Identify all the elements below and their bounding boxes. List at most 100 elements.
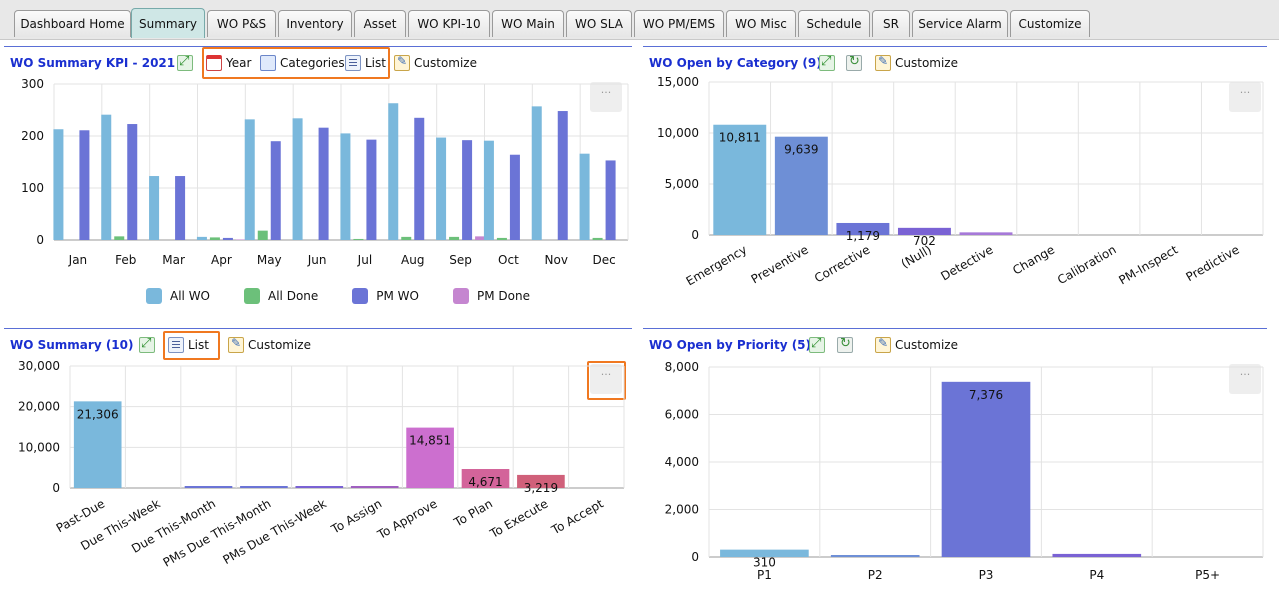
x-tick-label: P2 [868,568,883,582]
chart-bar [713,124,767,235]
refresh-button[interactable] [846,53,862,73]
y-tick-label: 5,000 [665,177,699,191]
tab-sr[interactable]: SR [872,10,910,37]
expand-button[interactable] [177,53,193,73]
x-tick-label: Predictive [1183,242,1241,284]
chart-bar [517,474,565,488]
x-tick-label: Emergency [684,242,750,288]
more-options-button[interactable]: ··· [1229,82,1261,112]
year-button[interactable]: Year [206,53,251,73]
chart-bar [149,176,160,240]
chart-bar [605,160,616,240]
categories-button[interactable]: Categories [260,53,345,73]
category-chart: 0 5,000 10,000 15,000 10,811 9,639 1,179 702 Eme… [657,75,1264,288]
x-tick-label: Corrective [812,242,872,285]
chart-bar [366,139,377,240]
chart-bar [235,239,246,240]
summary-chart: 0 10,000 20,000 30,000 21,306 14,851 4,671 3,21… [18,359,625,570]
panel-wo-open-by-priority: WO Open by Priority (5) Customize ··· 0 2… [643,328,1267,595]
chart-bar [350,486,399,488]
panel-divider [643,46,1267,47]
tab-asset[interactable]: Asset [354,10,406,37]
x-tick-label: Jun [307,253,327,267]
legend-item[interactable]: PM WO [352,288,419,304]
tab-wo-kpi-10[interactable]: WO KPI-10 [408,10,490,37]
chart-bar [114,236,125,240]
tab-wo-main[interactable]: WO Main [492,10,564,37]
data-label: 702 [913,234,936,248]
panel-title: WO Summary KPI - 2021 [10,56,176,70]
list-icon [168,337,184,353]
tab-dashboard-home[interactable]: Dashboard Home [14,10,131,37]
customize-button[interactable]: Customize [228,335,311,355]
categories-icon [260,55,276,71]
y-tick-label: 30,000 [18,359,60,373]
x-tick-label: To Approve [374,496,439,542]
list-button[interactable]: List [168,335,209,355]
chart-bar [101,114,112,240]
tab-service-alarm[interactable]: Service Alarm [912,10,1008,37]
chart-bar [406,427,454,488]
x-tick-label: P4 [1089,568,1104,582]
data-label: 21,306 [77,407,119,421]
panel-wo-open-by-category: WO Open by Category (9) Customize ··· 0 5… [643,46,1267,316]
panel-divider [4,46,632,47]
y-tick-label: 100 [21,181,44,195]
x-tick-label: Nov [545,253,568,267]
data-label: 9,639 [784,143,818,157]
x-tick-label: PMs Due This-Week [221,496,329,567]
chart-bar [483,140,494,240]
chart-bar [496,237,507,240]
chart-bar [720,549,809,557]
x-tick-label: Aug [401,253,424,267]
legend-item[interactable]: All Done [244,288,318,304]
tab-summary[interactable]: Summary [131,8,205,38]
tab-wo-sla[interactable]: WO SLA [566,10,632,37]
customize-icon [875,54,891,71]
tab-inventory[interactable]: Inventory [278,10,352,37]
chart-bar [175,176,186,240]
y-tick-label: 4,000 [665,455,699,469]
expand-button[interactable] [819,53,835,73]
chart-bar [897,227,951,235]
more-options-button[interactable]: ··· [590,364,622,394]
chart-bar [340,133,351,240]
customize-button[interactable]: Customize [875,335,958,355]
legend-item[interactable]: PM Done [453,288,530,304]
x-tick-label: Change [1010,242,1057,277]
customize-button[interactable]: Customize [394,53,477,73]
customize-button[interactable]: Customize [875,53,958,73]
panel-title: WO Open by Category (9) [649,56,822,70]
legend-item[interactable]: All WO [146,288,210,304]
tab-customize[interactable]: Customize [1010,10,1090,37]
x-tick-label: Sep [449,253,472,267]
more-options-button[interactable]: ··· [590,82,622,112]
x-tick-label: Calibration [1055,242,1119,287]
tab-wo-pm-ems[interactable]: WO PM/EMS [634,10,724,37]
tab-wo-misc[interactable]: WO Misc [726,10,796,37]
legend-swatch [453,288,469,304]
x-tick-label: Oct [498,253,519,267]
expand-button[interactable] [139,335,155,355]
chart-bar [295,486,344,488]
customize-icon [394,54,410,71]
calendar-icon [206,55,222,71]
chart-bar [579,153,590,240]
x-tick-label: Preventive [749,242,811,286]
data-label: 4,671 [468,475,502,489]
list-button[interactable]: List [345,53,386,73]
chart-bar [292,118,303,240]
x-tick-label: Detective [938,242,995,283]
x-tick-label: May [257,253,282,267]
kpi-legend: All WO All Done PM WO PM Done [146,288,530,304]
chart-bar [240,486,288,488]
expand-button[interactable] [809,335,825,355]
tab-wo-ps[interactable]: WO P&S [207,10,276,37]
tab-schedule[interactable]: Schedule [798,10,870,37]
chart-bar [509,154,520,240]
refresh-button[interactable] [837,335,853,355]
more-options-button[interactable]: ··· [1229,364,1261,394]
refresh-icon [837,336,853,353]
chart-bar [461,469,510,488]
chart-bar [414,117,425,240]
